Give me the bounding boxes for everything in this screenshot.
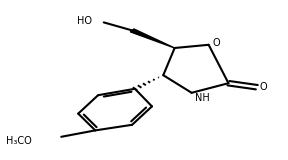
Text: HO: HO: [77, 16, 92, 26]
Text: O: O: [212, 38, 220, 48]
Polygon shape: [130, 29, 175, 48]
Text: O: O: [260, 82, 267, 92]
Text: NH: NH: [195, 93, 210, 103]
Text: H₃CO: H₃CO: [6, 136, 31, 146]
